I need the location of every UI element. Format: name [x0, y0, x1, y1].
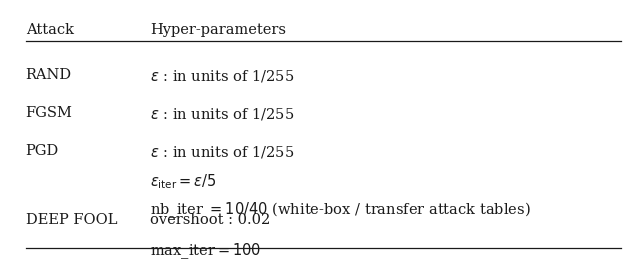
- Text: overshoot : 0.02: overshoot : 0.02: [150, 213, 271, 227]
- Text: DEEP FOOL: DEEP FOOL: [26, 213, 117, 227]
- Text: $\epsilon_\mathrm{iter} = \epsilon/5$: $\epsilon_\mathrm{iter} = \epsilon/5$: [150, 172, 217, 191]
- Text: nb_iter $= 10/40$ (white-box / transfer attack tables): nb_iter $= 10/40$ (white-box / transfer …: [150, 200, 531, 220]
- Text: max_iter$= 100$: max_iter$= 100$: [150, 241, 262, 261]
- Text: RAND: RAND: [26, 68, 72, 82]
- Text: $\epsilon$ : in units of 1/255: $\epsilon$ : in units of 1/255: [150, 144, 294, 160]
- Text: PGD: PGD: [26, 144, 59, 158]
- Text: Attack: Attack: [26, 23, 74, 37]
- Text: $\epsilon$ : in units of 1/255: $\epsilon$ : in units of 1/255: [150, 68, 294, 83]
- Text: FGSM: FGSM: [26, 106, 72, 120]
- Text: $\epsilon$ : in units of 1/255: $\epsilon$ : in units of 1/255: [150, 106, 294, 122]
- Text: Hyper-parameters: Hyper-parameters: [150, 23, 287, 37]
